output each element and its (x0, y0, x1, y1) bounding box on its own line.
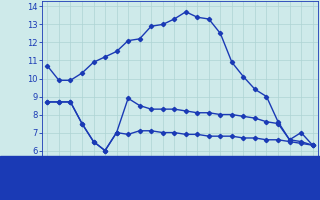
X-axis label: Graphe des températures (°c): Graphe des températures (°c) (92, 171, 268, 181)
